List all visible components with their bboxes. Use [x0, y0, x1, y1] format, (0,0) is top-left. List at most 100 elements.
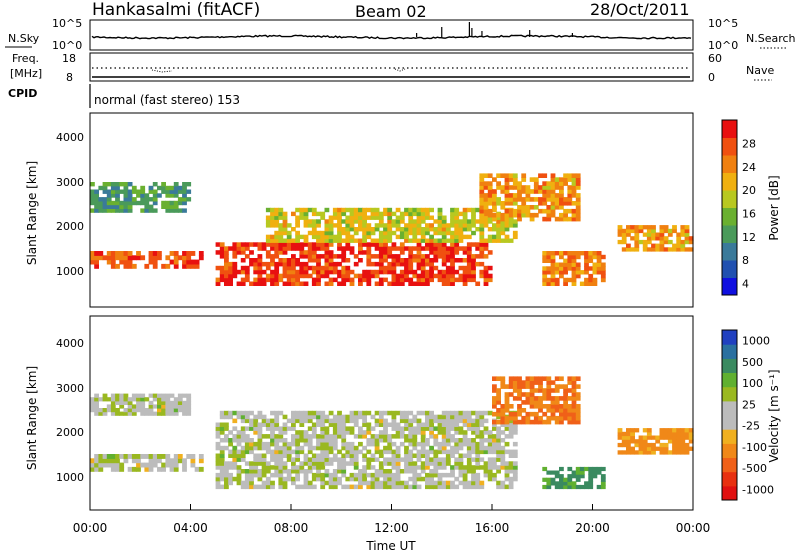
echo-cell — [538, 388, 543, 393]
echo-cell — [462, 418, 468, 424]
echo-cell — [575, 415, 581, 421]
echo-cell — [554, 262, 560, 267]
echo-cell — [358, 250, 363, 255]
echo-cell — [328, 410, 334, 416]
echo-cell — [194, 259, 200, 265]
echo-cell — [387, 238, 393, 243]
echo-cell — [542, 419, 548, 425]
echo-cell — [429, 469, 434, 474]
echo-cell — [144, 397, 150, 402]
echo-cell — [136, 393, 141, 398]
echo-cell — [487, 250, 493, 255]
echo-cell — [667, 247, 673, 252]
echo-cell — [483, 430, 489, 435]
echo-cell — [94, 462, 99, 468]
echo-cell — [504, 400, 510, 405]
echo-cell — [161, 404, 166, 409]
echo-cell — [454, 238, 460, 243]
echo-cell — [425, 281, 430, 286]
echo-cell — [550, 408, 556, 413]
echo-cell — [600, 266, 606, 271]
echo-cell — [161, 400, 166, 405]
echo-cell — [546, 208, 552, 214]
echo-cell — [420, 238, 426, 243]
echo-cell — [600, 474, 606, 479]
echo-cell — [274, 426, 280, 431]
echo-cell — [236, 441, 242, 447]
echo-cell — [395, 281, 401, 286]
echo-cell — [420, 438, 426, 443]
echo-cell — [295, 441, 300, 447]
echo-cell — [115, 408, 120, 413]
echo-cell — [387, 211, 393, 217]
echo-cell — [173, 189, 179, 194]
echo-cell — [563, 270, 568, 275]
echo-cell — [236, 250, 242, 255]
echo-cell — [437, 441, 443, 447]
echo-cell — [546, 216, 552, 222]
echo-cell — [538, 419, 543, 425]
echo-cell — [270, 215, 275, 220]
echo-cell — [253, 430, 259, 435]
echo-cell — [224, 476, 229, 482]
echo-cell — [157, 193, 162, 198]
echo-cell — [571, 404, 577, 409]
echo-cell — [487, 185, 493, 190]
echo-cell — [261, 261, 267, 267]
echo-cell — [663, 446, 669, 451]
echo-cell — [412, 476, 418, 482]
echo-cell — [471, 422, 476, 427]
echo-cell — [349, 269, 355, 275]
echo-cell — [358, 414, 363, 420]
echo-cell — [408, 215, 414, 220]
echo-cell — [282, 215, 288, 220]
echo-cell — [420, 230, 426, 236]
echo-cell — [370, 414, 376, 420]
echo-cell — [563, 396, 568, 401]
echo-cell — [416, 484, 422, 490]
echo-cell — [567, 396, 573, 401]
echo-cell — [500, 461, 506, 466]
echo-cell — [512, 234, 518, 240]
echo-cell — [291, 426, 296, 431]
echo-cell — [228, 269, 233, 275]
echo-cell — [454, 438, 460, 443]
echo-cell — [441, 480, 447, 486]
echo-cell — [337, 211, 342, 217]
echo-cell — [165, 189, 171, 194]
echo-cell — [249, 480, 254, 486]
echo-cell — [316, 246, 321, 251]
colorbar-swatch — [722, 225, 737, 243]
echo-cell — [492, 234, 497, 240]
echo-cell — [303, 281, 309, 286]
echo-cell — [311, 230, 317, 236]
echo-cell — [450, 438, 455, 443]
echo-cell — [324, 238, 330, 243]
echo-cell — [286, 426, 292, 431]
echo-cell — [458, 410, 464, 416]
echo-cell — [554, 205, 560, 210]
echo-cell — [257, 414, 263, 420]
echo-cell — [466, 469, 472, 474]
echo-cell — [274, 219, 280, 224]
echo-cell — [362, 445, 367, 451]
echo-cell — [370, 227, 376, 232]
echo-cell — [270, 281, 275, 286]
echo-cell — [445, 418, 451, 424]
echo-cell — [500, 376, 506, 381]
echo-cell — [554, 266, 560, 271]
echo-cell — [500, 223, 506, 228]
echo-cell — [378, 438, 384, 443]
echo-cell — [119, 404, 125, 409]
echo-cell — [634, 232, 640, 237]
echo-cell — [550, 388, 556, 393]
echo-cell — [425, 207, 430, 213]
echo-cell — [445, 277, 451, 283]
echo-cell — [303, 414, 309, 420]
echo-cell — [270, 418, 275, 424]
echo-cell — [579, 474, 585, 479]
echo-cell — [278, 449, 284, 455]
echo-cell — [332, 476, 338, 482]
echo-cell — [479, 238, 485, 243]
echo-cell — [579, 484, 585, 490]
